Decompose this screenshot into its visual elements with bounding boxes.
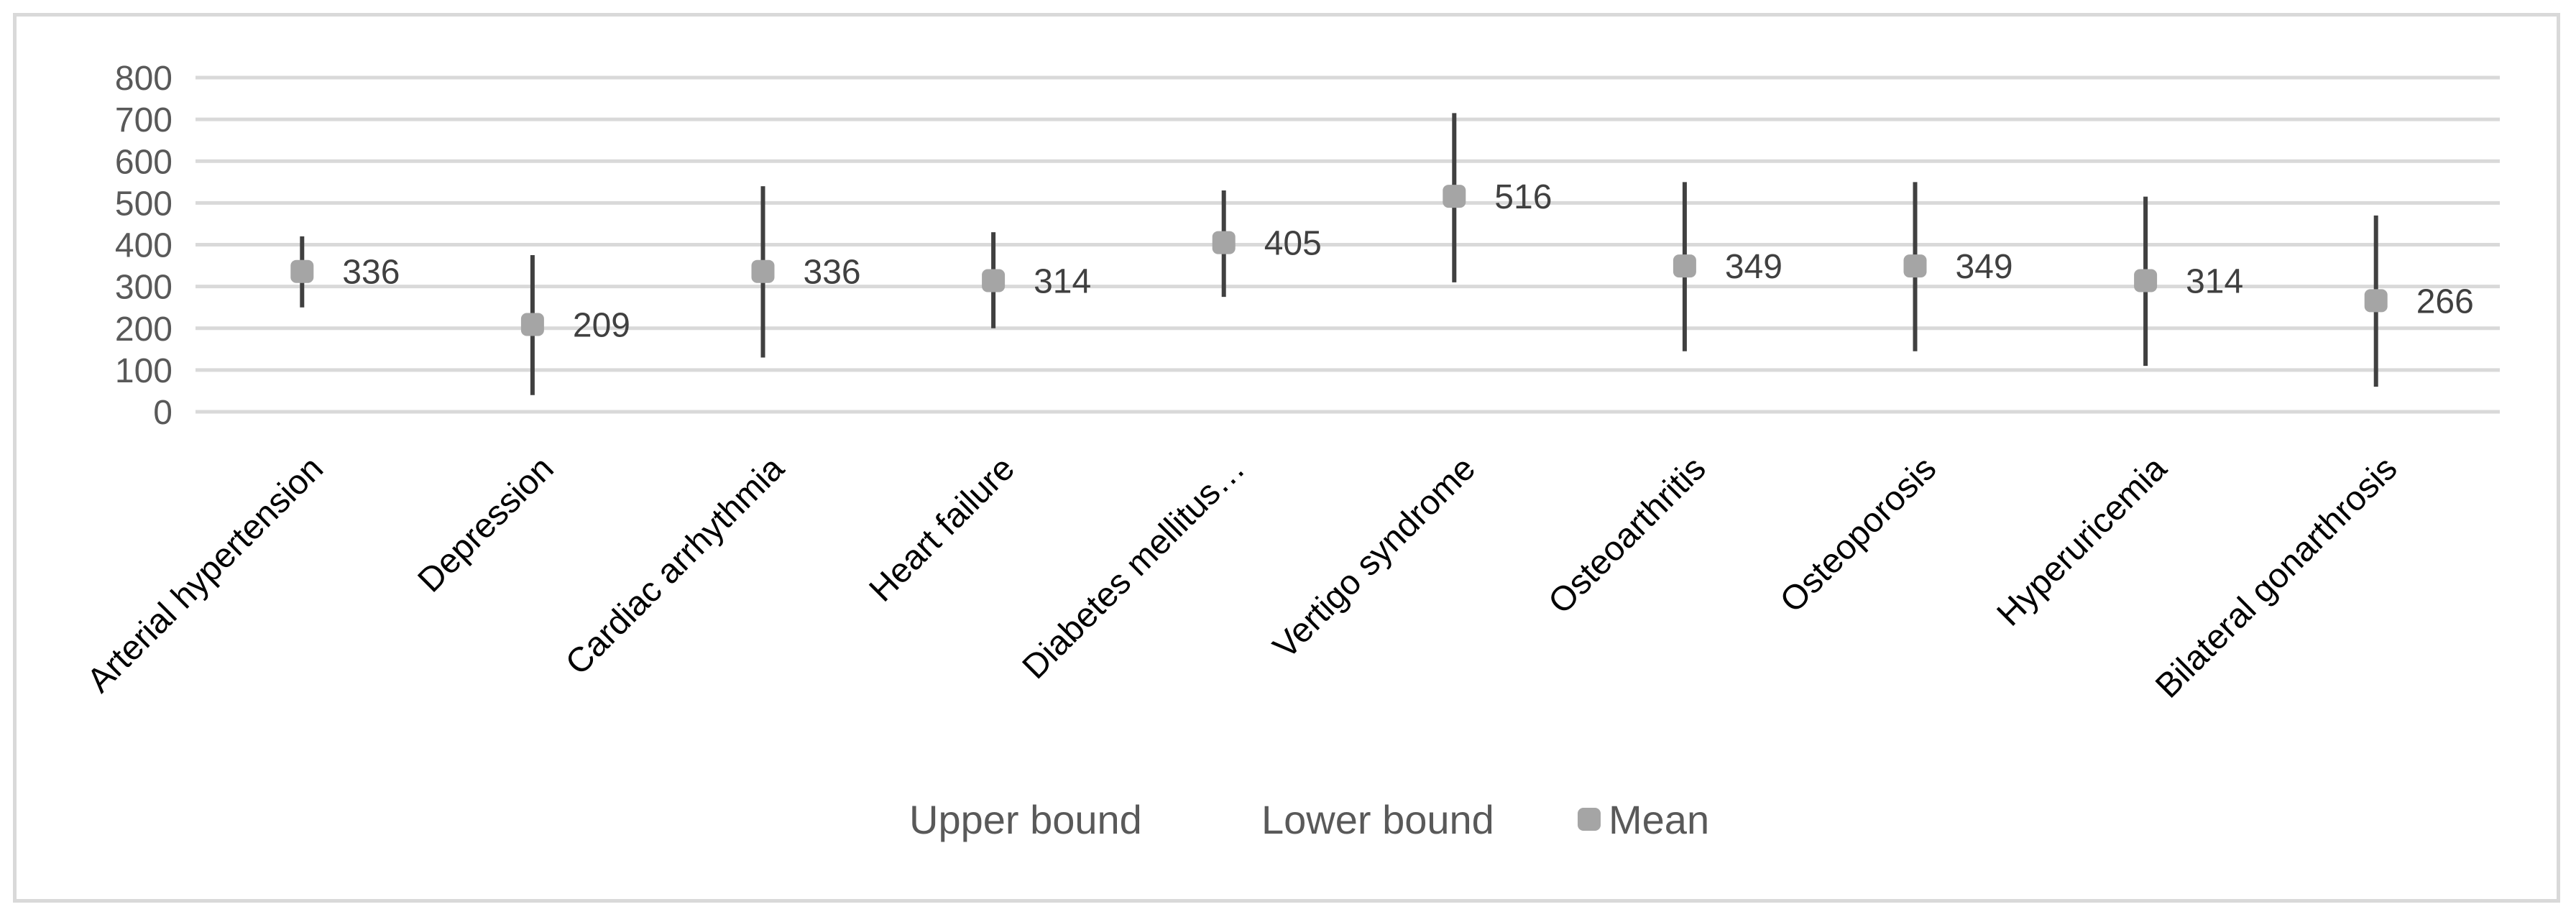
mean-marker [982,269,1006,292]
legend-upper-bound: Upper bound [909,797,1142,842]
data-label: 349 [1956,248,2013,286]
legend-mean-marker [1578,808,1601,831]
data-label: 209 [573,307,630,345]
data-label: 266 [2416,282,2474,321]
mean-marker [1443,185,1466,208]
category-label: Cardiac arrhythmia [558,449,791,682]
y-tick-label: 500 [115,185,172,223]
category-label: Vertigo syndrome [1266,449,1483,666]
category-label: Arterial hypertension [80,449,331,700]
category-label: Osteoarthritis [1541,449,1713,621]
mean-marker [1673,254,1696,278]
data-label: 336 [342,254,400,292]
y-tick-label: 300 [115,269,172,307]
data-label: 349 [1725,248,1782,286]
legend-mean: Mean [1609,797,1709,842]
data-label: 516 [1494,178,1552,216]
y-tick-label: 800 [115,60,172,98]
category-label: Heart failure [862,449,1022,609]
data-label: 314 [2186,262,2243,300]
data-label: 314 [1034,262,1091,300]
data-label: 405 [1264,225,1322,263]
mean-marker [1903,254,1927,278]
mean-markers [290,185,2388,336]
category-label: Bilateral gonarthrosis [2148,449,2404,705]
mean-marker [751,259,775,283]
category-label: Hyperuricemia [1990,449,2174,633]
y-tick-label: 0 [153,394,172,432]
y-tick-label: 600 [115,143,172,181]
category-label: Osteoporosis [1773,449,1944,619]
mean-marker [2134,269,2158,292]
y-tick-label: 200 [115,310,172,349]
y-tick-label: 100 [115,352,172,390]
legend-lower-bound: Lower bound [1261,797,1494,842]
legend: Upper bound Lower bound Mean [909,797,1709,842]
data-label: 336 [804,254,861,292]
y-tick-label: 700 [115,101,172,139]
range-lines [300,113,2378,395]
mean-marker [2364,289,2388,313]
gridlines [196,75,2500,414]
y-tick-label: 400 [115,227,172,265]
mean-marker [520,313,544,336]
mean-marker [290,259,314,283]
category-label: Diabetes mellitus… [1016,449,1253,686]
data-labels: 336 209 336 314 405 516 349 349 314 266 [342,178,2473,344]
mean-marker [1212,231,1236,254]
category-label: Depression [411,449,561,599]
